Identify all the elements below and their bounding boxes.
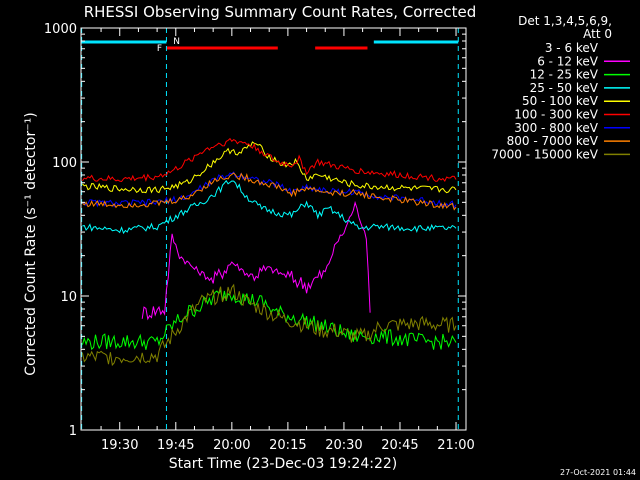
chart-title: RHESSI Observing Summary Count Rates, Co… [84,3,477,21]
legend-label: 6 - 12 keV [537,54,599,68]
legend-label: 3 - 6 keV [545,41,599,55]
legend-label: 12 - 25 keV [530,68,599,82]
legend-attenuator: Att 0 [583,27,612,41]
x-tick-label: 21:00 [437,438,474,453]
legend-label: 300 - 800 keV [514,121,598,135]
series-line [141,200,371,321]
plot-frame [80,27,467,431]
night-flag-label: N [173,37,180,47]
y-tick-label: 100 [52,156,77,171]
x-tick-label: 20:45 [381,438,418,453]
series-line [81,137,457,183]
series-line [82,172,457,211]
legend-label: 100 - 300 keV [514,108,598,122]
series-line [82,179,457,235]
legend-label: 800 - 7000 keV [507,134,599,148]
x-tick-label: 20:00 [213,438,250,453]
x-tick-label: 20:15 [269,438,306,453]
y-tick-label: 10 [60,290,77,305]
flare-flag-label: F [157,44,162,54]
legend-label: 25 - 50 keV [530,81,599,95]
x-axis-label: Start Time (23-Dec-03 19:24:22) [169,456,397,472]
x-tick-label: 19:45 [157,438,194,453]
legend-label: 7000 - 15000 keV [491,147,598,161]
x-tick-label: 20:30 [325,438,362,453]
plot-timestamp: 27-Oct-2021 01:44 [560,468,636,477]
legend-label: 50 - 100 keV [522,94,599,108]
legend-detectors: Det 1,3,4,5,6,9, [518,14,612,28]
y-tick-label: 1000 [44,22,77,37]
series-line [81,288,457,351]
x-tick-label: 19:30 [101,438,138,453]
series-line [81,283,457,367]
y-axis-label: Corrected Count Rate (s⁻¹ detector⁻¹) [23,112,39,375]
y-tick-label: 1 [69,424,77,439]
